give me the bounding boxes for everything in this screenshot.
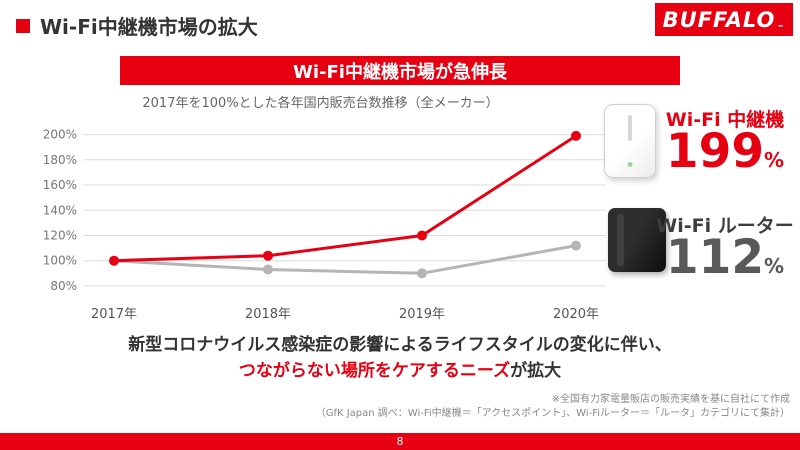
title-bullet-icon <box>16 18 30 33</box>
message-line-1: 新型コロナウイルス感染症の影響によるライフスタイルの変化に伴い、 <box>128 335 672 355</box>
svg-text:2020年: 2020年 <box>553 307 599 322</box>
buffalo-logo: BUFFALO ™ <box>655 3 793 36</box>
svg-text:2018年: 2018年 <box>245 307 291 322</box>
extender-led-icon <box>627 162 633 167</box>
extender-value-number: 199 <box>665 124 765 179</box>
svg-text:2019年: 2019年 <box>399 307 445 322</box>
wifi-router-product-image <box>608 208 666 272</box>
highlight-banner: Wi-Fi中継機市場が急伸長 <box>120 56 680 85</box>
page-number: 8 <box>396 435 404 448</box>
message-highlight: つながらない場所をケアするニーズ <box>238 361 511 381</box>
extender-value-unit: % <box>764 148 785 172</box>
logo-text: BUFFALO <box>662 7 776 32</box>
svg-text:160%: 160% <box>43 178 77 192</box>
extender-callout-value: 199% <box>654 128 796 175</box>
router-value-unit: % <box>764 254 785 278</box>
message-rest: が拡大 <box>510 361 562 381</box>
wifi-extender-product-image <box>604 104 656 178</box>
router-callout-label: Wi-Fi ルーター <box>656 215 794 237</box>
extender-callout-label: Wi-Fi 中継機 <box>665 109 785 131</box>
footnote-2: （GfK Japan 調べ：Wi-Fi中継機＝「アクセスポイント」、Wi-Fiル… <box>315 408 790 419</box>
svg-text:120%: 120% <box>43 229 77 243</box>
trend-chart-svg: 80% 100% 120% 140% 160% 180% 200% 2017年 2018年 201… <box>43 128 606 322</box>
footnotes: ※全国有力家電量販店の販売実績を基に自社にて作成 （GfK Japan 調べ：W… <box>316 393 790 421</box>
svg-text:180%: 180% <box>43 153 77 167</box>
extender-vent-detail <box>628 115 632 141</box>
router-panel-detail <box>617 214 624 266</box>
footnote-1: ※全国有力家電量販店の販売実績を基に自社にて作成 <box>551 394 790 405</box>
message-line-2: つながらない場所をケアするニーズが拡大 <box>0 356 800 381</box>
svg-text:140%: 140% <box>43 203 77 217</box>
footer-bar: 8 <box>0 433 800 450</box>
router-callout-value: 112% <box>654 234 796 281</box>
banner-text: Wi-Fi中継機市場が急伸長 <box>293 61 507 83</box>
svg-text:80%: 80% <box>50 279 77 293</box>
trademark-symbol: ™ <box>777 24 786 32</box>
header: Wi-Fi中継機市場の拡大 <box>16 11 258 40</box>
chart-title: 2017年を100%とした各年国内販売台数推移（全メーカー） <box>142 96 499 111</box>
svg-text:200%: 200% <box>43 128 77 142</box>
svg-text:2017年: 2017年 <box>91 307 137 322</box>
svg-text:100%: 100% <box>43 254 77 268</box>
trend-chart: 80% 100% 120% 140% 160% 180% 200% 2017年 2018年 201… <box>28 112 613 334</box>
page-title: Wi-Fi中継機市場の拡大 <box>40 15 258 39</box>
router-value-number: 112 <box>665 230 765 285</box>
